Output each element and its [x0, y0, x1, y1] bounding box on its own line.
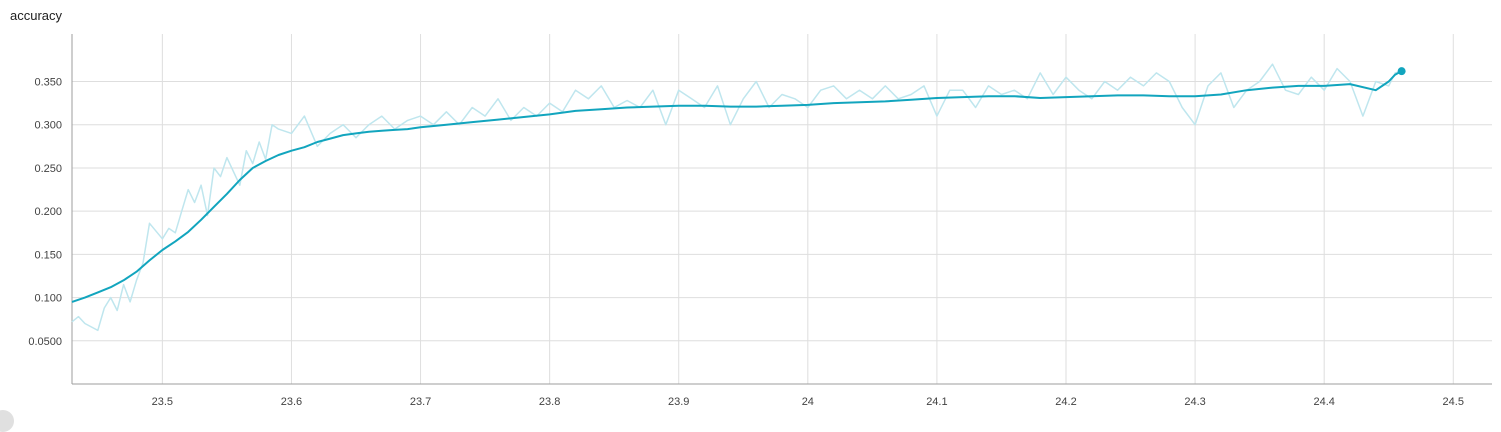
raw-series — [71, 63, 1402, 332]
axes — [71, 34, 1492, 385]
x-tick-label: 23.7 — [410, 396, 431, 408]
y-tick-label: 0.300 — [34, 120, 62, 132]
x-tick-label: 23.5 — [152, 396, 173, 408]
last-point-marker — [1397, 67, 1406, 76]
y-tick-label: 0.150 — [34, 249, 62, 261]
y-tick-label: 0.250 — [34, 163, 62, 175]
gridlines — [72, 34, 1492, 384]
x-tick-label: 23.9 — [668, 396, 689, 408]
x-tick-label: 24.5 — [1443, 396, 1464, 408]
chart-title: accuracy — [10, 8, 63, 23]
x-tick-label: 24.3 — [1184, 396, 1205, 408]
x-tick-label: 23.8 — [539, 396, 560, 408]
accuracy-line-chart[interactable]: 23.5 23.6 23.7 23.8 23.9 24 24.1 24.2 24.3 24.4 24… — [0, 0, 1501, 416]
y-tick-label: 0.350 — [34, 77, 62, 89]
tick-labels: 23.5 23.6 23.7 23.8 23.9 24 24.1 24.2 24.3 24.4 24… — [28, 77, 1464, 408]
x-tick-label: 23.6 — [281, 396, 302, 408]
x-tick-label: 24.2 — [1055, 396, 1076, 408]
x-tick-label: 24 — [802, 396, 814, 408]
smoothed-accuracy-line — [71, 70, 1403, 303]
x-tick-label: 24.4 — [1313, 396, 1334, 408]
x-tick-label: 24.1 — [926, 396, 947, 408]
y-tick-label: 0.200 — [34, 206, 62, 218]
y-tick-label: 0.0500 — [28, 336, 62, 348]
y-tick-label: 0.100 — [34, 293, 62, 305]
smoothed-series — [71, 67, 1406, 303]
raw-accuracy-line — [71, 63, 1402, 332]
